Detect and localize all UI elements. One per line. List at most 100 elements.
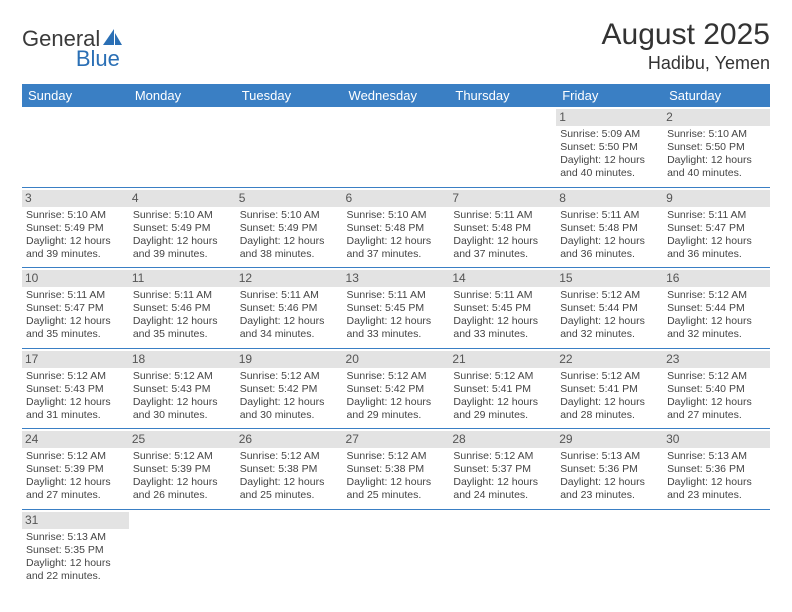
calendar-day-cell: 15Sunrise: 5:12 AMSunset: 5:44 PMDayligh… <box>556 268 663 349</box>
sunset-text: Sunset: 5:38 PM <box>347 463 446 476</box>
calendar-week-row: 24Sunrise: 5:12 AMSunset: 5:39 PMDayligh… <box>22 429 770 510</box>
weekday-header: Tuesday <box>236 84 343 107</box>
sunrise-text: Sunrise: 5:12 AM <box>133 370 232 383</box>
day-number: 27 <box>343 431 450 448</box>
sunrise-text: Sunrise: 5:12 AM <box>347 370 446 383</box>
day-number: 19 <box>236 351 343 368</box>
sunrise-text: Sunrise: 5:11 AM <box>453 289 552 302</box>
calendar-day-cell <box>663 509 770 589</box>
calendar-day-cell <box>343 509 450 589</box>
sunrise-text: Sunrise: 5:11 AM <box>560 209 659 222</box>
calendar-day-cell: 13Sunrise: 5:11 AMSunset: 5:45 PMDayligh… <box>343 268 450 349</box>
calendar-table: SundayMondayTuesdayWednesdayThursdayFrid… <box>22 84 770 589</box>
sunset-text: Sunset: 5:42 PM <box>347 383 446 396</box>
daylight2-text: and 32 minutes. <box>560 328 659 341</box>
daylight1-text: Daylight: 12 hours <box>453 315 552 328</box>
calendar-week-row: 10Sunrise: 5:11 AMSunset: 5:47 PMDayligh… <box>22 268 770 349</box>
calendar-day-cell: 19Sunrise: 5:12 AMSunset: 5:42 PMDayligh… <box>236 348 343 429</box>
daylight1-text: Daylight: 12 hours <box>560 396 659 409</box>
sunset-text: Sunset: 5:47 PM <box>26 302 125 315</box>
sunset-text: Sunset: 5:35 PM <box>26 544 125 557</box>
calendar-day-cell: 4Sunrise: 5:10 AMSunset: 5:49 PMDaylight… <box>129 187 236 268</box>
calendar-day-cell: 27Sunrise: 5:12 AMSunset: 5:38 PMDayligh… <box>343 429 450 510</box>
day-number: 4 <box>129 190 236 207</box>
calendar-week-row: 17Sunrise: 5:12 AMSunset: 5:43 PMDayligh… <box>22 348 770 429</box>
daylight1-text: Daylight: 12 hours <box>453 476 552 489</box>
day-number: 22 <box>556 351 663 368</box>
sunrise-text: Sunrise: 5:13 AM <box>560 450 659 463</box>
sunset-text: Sunset: 5:41 PM <box>453 383 552 396</box>
day-number: 25 <box>129 431 236 448</box>
daylight1-text: Daylight: 12 hours <box>560 154 659 167</box>
sunrise-text: Sunrise: 5:10 AM <box>347 209 446 222</box>
daylight2-text: and 30 minutes. <box>240 409 339 422</box>
calendar-day-cell: 16Sunrise: 5:12 AMSunset: 5:44 PMDayligh… <box>663 268 770 349</box>
calendar-day-cell: 20Sunrise: 5:12 AMSunset: 5:42 PMDayligh… <box>343 348 450 429</box>
calendar-day-cell: 6Sunrise: 5:10 AMSunset: 5:48 PMDaylight… <box>343 187 450 268</box>
sunrise-text: Sunrise: 5:12 AM <box>560 289 659 302</box>
daylight2-text: and 37 minutes. <box>347 248 446 261</box>
calendar-day-cell <box>343 107 450 187</box>
sunrise-text: Sunrise: 5:11 AM <box>133 289 232 302</box>
daylight1-text: Daylight: 12 hours <box>347 315 446 328</box>
sunset-text: Sunset: 5:49 PM <box>240 222 339 235</box>
daylight2-text: and 29 minutes. <box>453 409 552 422</box>
sunrise-text: Sunrise: 5:11 AM <box>26 289 125 302</box>
calendar-day-cell: 25Sunrise: 5:12 AMSunset: 5:39 PMDayligh… <box>129 429 236 510</box>
title-block: August 2025 Hadibu, Yemen <box>602 18 770 74</box>
sunset-text: Sunset: 5:37 PM <box>453 463 552 476</box>
daylight1-text: Daylight: 12 hours <box>240 476 339 489</box>
calendar-day-cell <box>236 107 343 187</box>
daylight1-text: Daylight: 12 hours <box>560 235 659 248</box>
daylight1-text: Daylight: 12 hours <box>667 396 766 409</box>
sunset-text: Sunset: 5:50 PM <box>560 141 659 154</box>
sunrise-text: Sunrise: 5:11 AM <box>347 289 446 302</box>
day-number: 8 <box>556 190 663 207</box>
calendar-day-cell: 29Sunrise: 5:13 AMSunset: 5:36 PMDayligh… <box>556 429 663 510</box>
sunrise-text: Sunrise: 5:10 AM <box>240 209 339 222</box>
daylight2-text: and 23 minutes. <box>560 489 659 502</box>
daylight2-text: and 28 minutes. <box>560 409 659 422</box>
sunrise-text: Sunrise: 5:12 AM <box>26 370 125 383</box>
calendar-day-cell: 23Sunrise: 5:12 AMSunset: 5:40 PMDayligh… <box>663 348 770 429</box>
day-number: 7 <box>449 190 556 207</box>
daylight1-text: Daylight: 12 hours <box>667 476 766 489</box>
weekday-header: Saturday <box>663 84 770 107</box>
calendar-day-cell: 3Sunrise: 5:10 AMSunset: 5:49 PMDaylight… <box>22 187 129 268</box>
sunrise-text: Sunrise: 5:12 AM <box>240 370 339 383</box>
daylight2-text: and 35 minutes. <box>133 328 232 341</box>
daylight2-text: and 27 minutes. <box>667 409 766 422</box>
calendar-body: 1Sunrise: 5:09 AMSunset: 5:50 PMDaylight… <box>22 107 770 589</box>
calendar-day-cell: 30Sunrise: 5:13 AMSunset: 5:36 PMDayligh… <box>663 429 770 510</box>
sunrise-text: Sunrise: 5:11 AM <box>240 289 339 302</box>
daylight2-text: and 31 minutes. <box>26 409 125 422</box>
daylight1-text: Daylight: 12 hours <box>347 396 446 409</box>
daylight1-text: Daylight: 12 hours <box>133 396 232 409</box>
daylight1-text: Daylight: 12 hours <box>26 396 125 409</box>
calendar-day-cell: 22Sunrise: 5:12 AMSunset: 5:41 PMDayligh… <box>556 348 663 429</box>
calendar-day-cell: 24Sunrise: 5:12 AMSunset: 5:39 PMDayligh… <box>22 429 129 510</box>
sunset-text: Sunset: 5:38 PM <box>240 463 339 476</box>
calendar-day-cell: 26Sunrise: 5:12 AMSunset: 5:38 PMDayligh… <box>236 429 343 510</box>
daylight2-text: and 25 minutes. <box>347 489 446 502</box>
calendar-day-cell <box>449 107 556 187</box>
calendar-day-cell: 14Sunrise: 5:11 AMSunset: 5:45 PMDayligh… <box>449 268 556 349</box>
calendar-day-cell <box>236 509 343 589</box>
daylight2-text: and 33 minutes. <box>453 328 552 341</box>
day-number: 5 <box>236 190 343 207</box>
daylight2-text: and 39 minutes. <box>26 248 125 261</box>
month-title: August 2025 <box>602 18 770 52</box>
day-number: 24 <box>22 431 129 448</box>
daylight2-text: and 35 minutes. <box>26 328 125 341</box>
daylight1-text: Daylight: 12 hours <box>667 154 766 167</box>
sunset-text: Sunset: 5:43 PM <box>26 383 125 396</box>
calendar-day-cell <box>556 509 663 589</box>
sail-icon <box>102 28 124 46</box>
calendar-day-cell: 31Sunrise: 5:13 AMSunset: 5:35 PMDayligh… <box>22 509 129 589</box>
weekday-header: Friday <box>556 84 663 107</box>
daylight2-text: and 38 minutes. <box>240 248 339 261</box>
day-number: 1 <box>556 109 663 126</box>
calendar-day-cell: 28Sunrise: 5:12 AMSunset: 5:37 PMDayligh… <box>449 429 556 510</box>
daylight2-text: and 37 minutes. <box>453 248 552 261</box>
sunrise-text: Sunrise: 5:12 AM <box>26 450 125 463</box>
